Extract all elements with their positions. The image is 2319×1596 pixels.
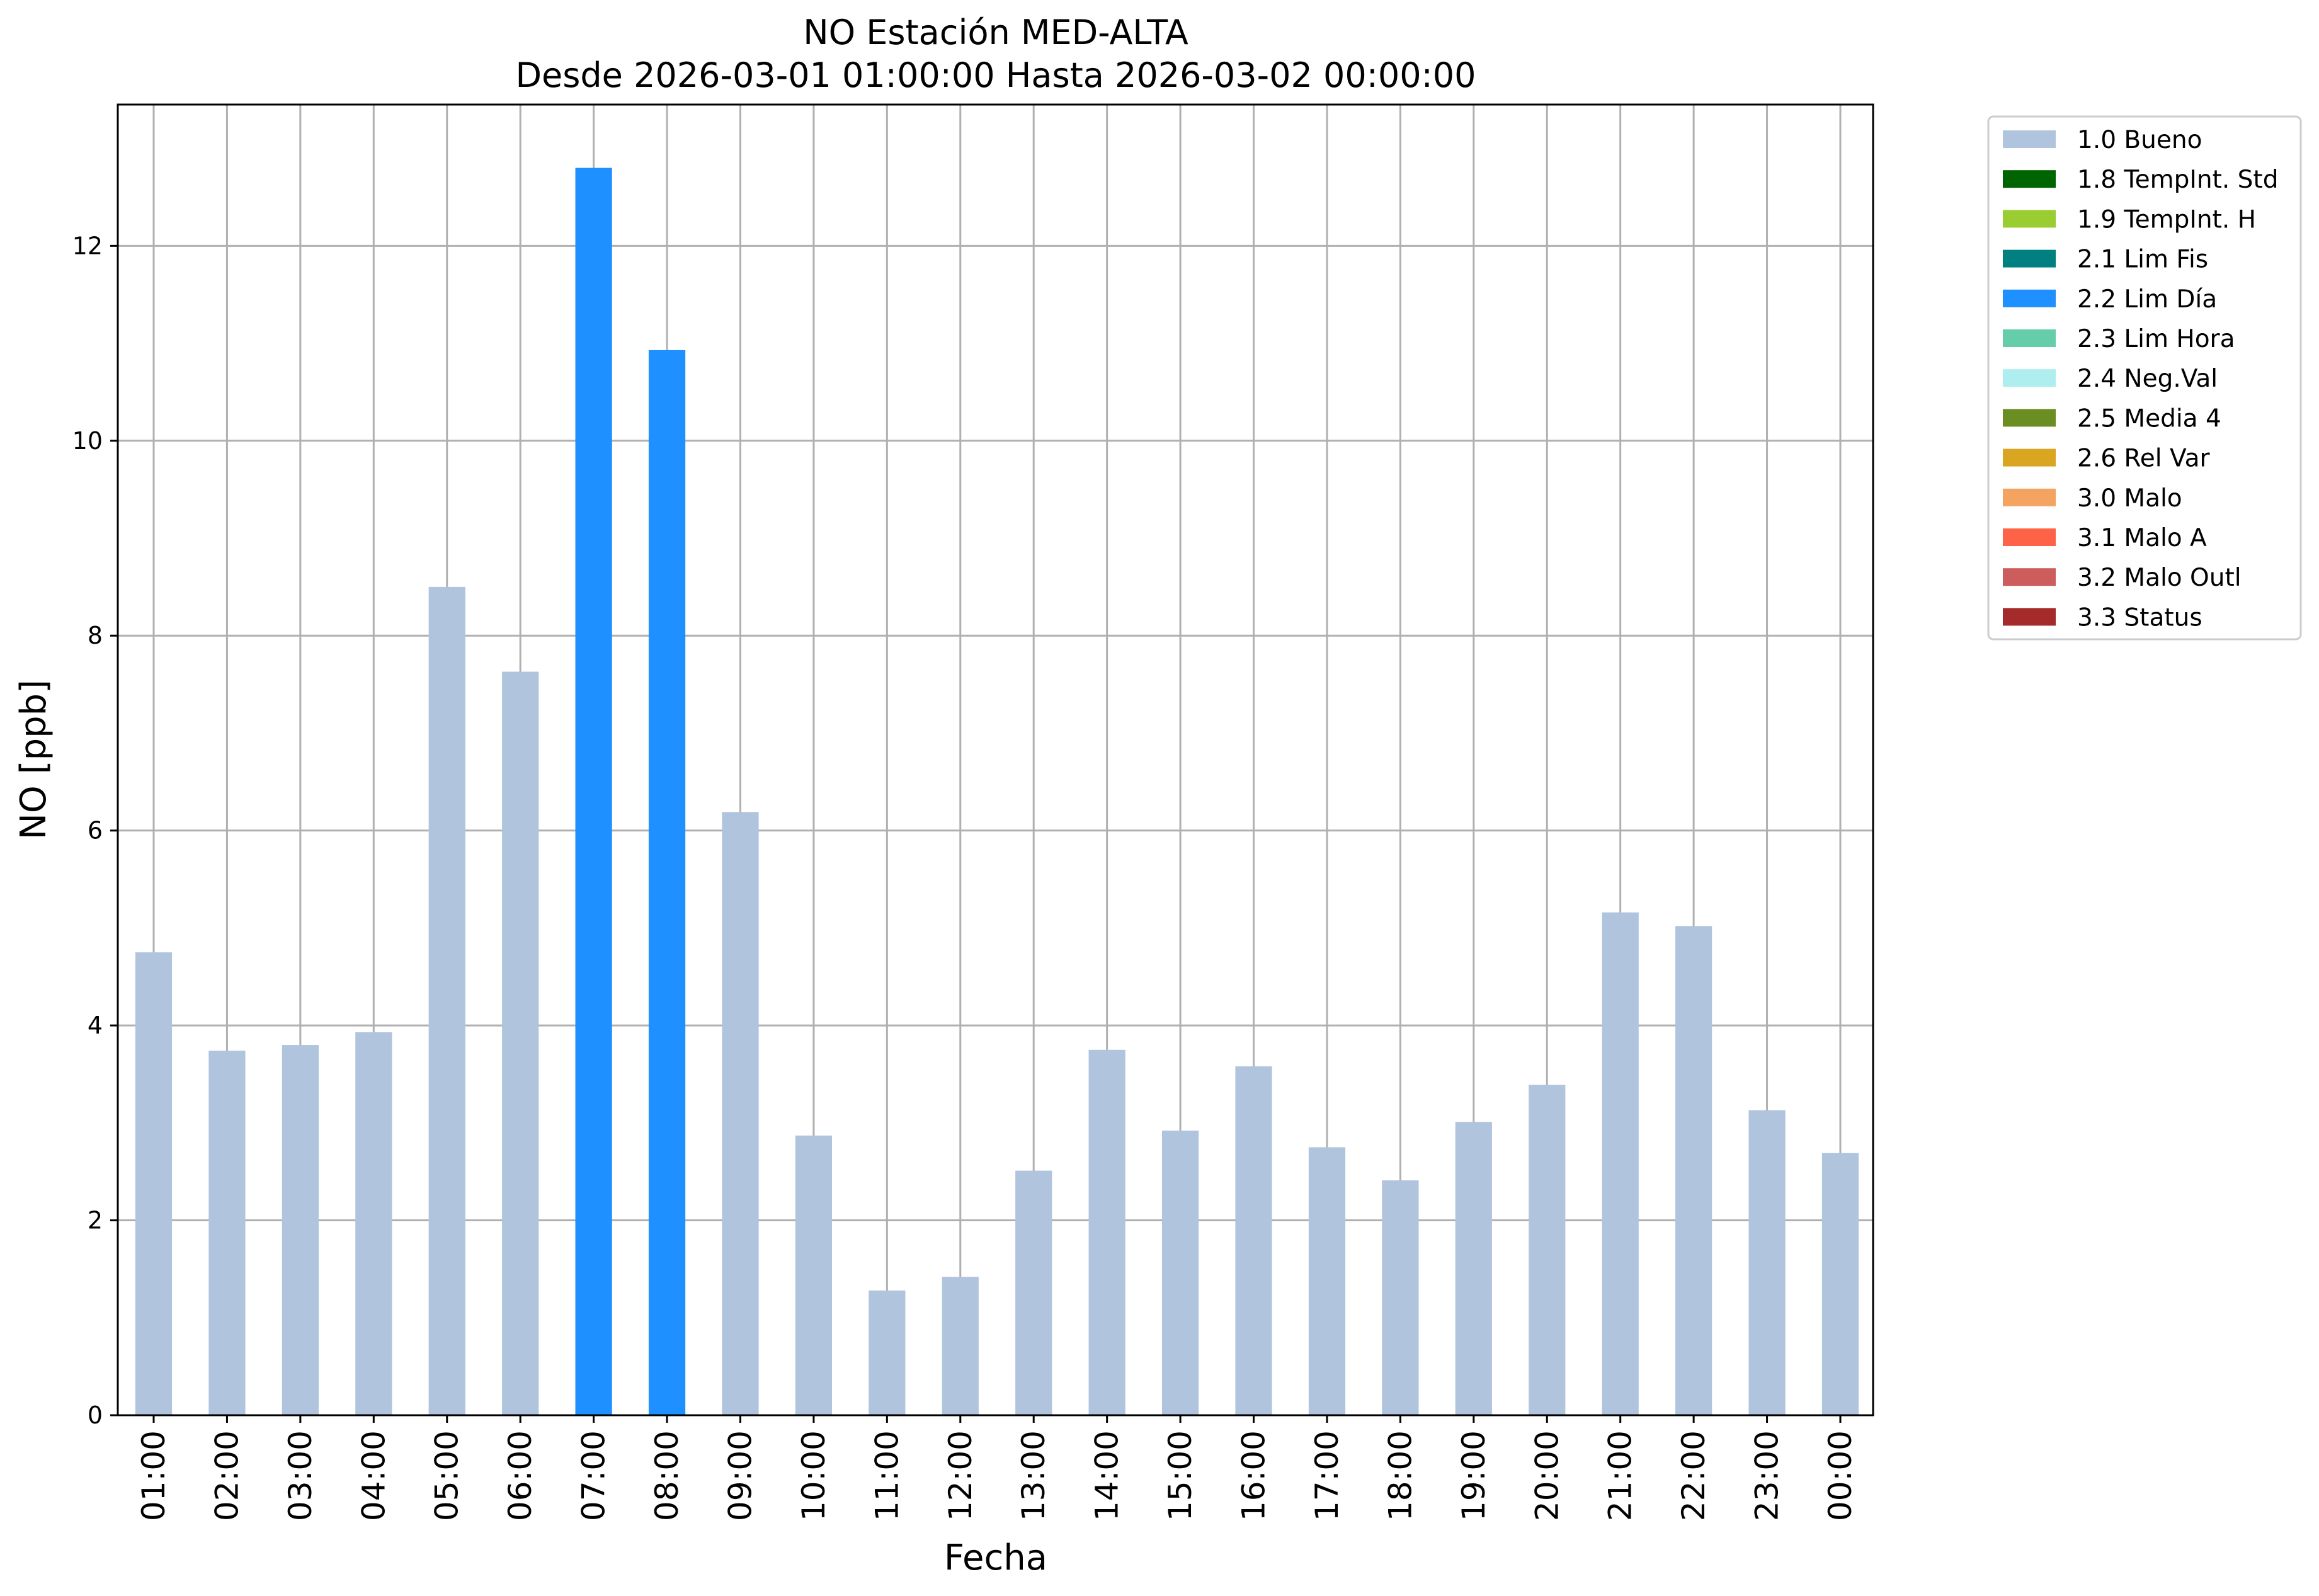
legend-swatch bbox=[2003, 130, 2056, 148]
y-tick-label: 10 bbox=[72, 427, 103, 455]
bar-1400 bbox=[1088, 1049, 1125, 1415]
x-axis: 01:00 02:00 03:00 04:00 05:00 06:00 07:00 08:00… bbox=[135, 1415, 1859, 1521]
bar-0500 bbox=[428, 586, 465, 1415]
x-tick-label: 21:00 bbox=[1602, 1430, 1639, 1521]
legend-swatch bbox=[2003, 608, 2056, 626]
bar-2000 bbox=[1529, 1085, 1566, 1415]
bar-1600 bbox=[1235, 1066, 1272, 1415]
legend-label: 2.3 Lim Hora bbox=[2077, 325, 2235, 353]
x-tick-label: 23:00 bbox=[1749, 1430, 1786, 1521]
chart-subtitle: Desde 2026-03-01 01:00:00 Hasta 2026-03-… bbox=[515, 55, 1476, 95]
legend-label: 3.1 Malo A bbox=[2077, 524, 2207, 552]
x-tick-label: 20:00 bbox=[1529, 1430, 1565, 1521]
legend-swatch bbox=[2003, 249, 2056, 268]
x-tick-label: 02:00 bbox=[208, 1430, 245, 1521]
x-tick-label: 05:00 bbox=[429, 1430, 465, 1521]
legend-label: 1.8 TempInt. Std bbox=[2077, 166, 2278, 194]
legend-swatch bbox=[2003, 488, 2056, 506]
legend-label: 2.2 Lim Día bbox=[2077, 285, 2217, 314]
legend-swatch bbox=[2003, 568, 2056, 586]
legend-label: 3.2 Malo Outl bbox=[2077, 564, 2242, 592]
bar-2300 bbox=[1748, 1110, 1786, 1415]
bar-0100 bbox=[135, 952, 173, 1415]
y-tick-label: 12 bbox=[72, 232, 103, 259]
bar-2200 bbox=[1675, 926, 1712, 1415]
legend: 1.0 Bueno 1.8 TempInt. Std 1.9 TempInt. H 2… bbox=[1987, 115, 2302, 641]
x-tick-label: 22:00 bbox=[1675, 1430, 1712, 1521]
x-tick-label: 18:00 bbox=[1382, 1430, 1418, 1521]
x-tick-label: 10:00 bbox=[795, 1430, 832, 1521]
x-tick-label: 09:00 bbox=[722, 1430, 758, 1521]
bars bbox=[135, 168, 1859, 1415]
legend-swatch bbox=[2003, 210, 2056, 228]
bar-1100 bbox=[869, 1290, 906, 1415]
legend-label: 2.4 Neg.Val bbox=[2077, 365, 2218, 393]
x-tick-label: 07:00 bbox=[576, 1430, 612, 1521]
legend-label: 2.5 Media 4 bbox=[2077, 404, 2221, 433]
legend-swatch bbox=[2003, 289, 2056, 307]
legend-label: 2.6 Rel Var bbox=[2077, 445, 2211, 473]
bar-0300 bbox=[282, 1045, 319, 1415]
x-tick-label: 08:00 bbox=[649, 1430, 685, 1521]
bar-0600 bbox=[502, 671, 539, 1415]
x-tick-label: 16:00 bbox=[1236, 1430, 1272, 1521]
x-tick-label: 12:00 bbox=[942, 1430, 979, 1521]
y-tick-label: 8 bbox=[88, 622, 103, 649]
bar-2100 bbox=[1602, 912, 1639, 1415]
y-tick-label: 0 bbox=[88, 1401, 103, 1429]
bar-1900 bbox=[1455, 1122, 1492, 1415]
legend-swatch bbox=[2003, 528, 2056, 546]
bar-0700 bbox=[575, 168, 612, 1415]
bar-0000 bbox=[1821, 1153, 1859, 1415]
chart-title: NO Estación MED-ALTA bbox=[803, 13, 1188, 52]
bar-0900 bbox=[722, 812, 759, 1415]
legend-label: 1.0 Bueno bbox=[2077, 126, 2202, 154]
bar-1300 bbox=[1015, 1170, 1052, 1415]
y-axis: 0 2 4 6 8 10 12 bbox=[72, 232, 118, 1429]
bar-0800 bbox=[648, 350, 686, 1415]
x-tick-label: 00:00 bbox=[1822, 1430, 1859, 1521]
bar-1500 bbox=[1161, 1131, 1199, 1415]
legend-label: 3.0 Malo bbox=[2077, 484, 2182, 513]
legend-label: 1.9 TempInt. H bbox=[2077, 205, 2256, 234]
y-tick-label: 4 bbox=[88, 1012, 103, 1039]
x-tick-label: 13:00 bbox=[1015, 1430, 1052, 1521]
legend-swatch bbox=[2003, 409, 2056, 427]
x-tick-label: 11:00 bbox=[869, 1430, 905, 1521]
bar-0200 bbox=[208, 1051, 246, 1415]
legend-swatch bbox=[2003, 170, 2056, 188]
legend-label: 3.3 Status bbox=[2077, 603, 2202, 632]
y-axis-label: NO [ppb] bbox=[13, 680, 54, 840]
x-tick-label: 01:00 bbox=[135, 1430, 172, 1521]
x-tick-label: 06:00 bbox=[502, 1430, 538, 1521]
y-tick-label: 2 bbox=[88, 1207, 103, 1234]
legend-swatch bbox=[2003, 448, 2056, 467]
x-tick-label: 17:00 bbox=[1309, 1430, 1345, 1521]
x-tick-label: 03:00 bbox=[282, 1430, 319, 1521]
bar-1800 bbox=[1382, 1180, 1419, 1415]
x-tick-label: 14:00 bbox=[1089, 1430, 1125, 1521]
bar-1000 bbox=[795, 1135, 833, 1415]
plot-frame bbox=[117, 103, 1874, 1416]
bar-1700 bbox=[1308, 1147, 1346, 1415]
legend-swatch bbox=[2003, 369, 2056, 387]
legend-label: 2.1 Lim Fis bbox=[2077, 246, 2208, 274]
x-tick-label: 15:00 bbox=[1162, 1430, 1199, 1521]
x-tick-label: 04:00 bbox=[355, 1430, 392, 1521]
bar-0400 bbox=[355, 1032, 392, 1415]
y-tick-label: 6 bbox=[88, 817, 103, 845]
x-axis-label: Fecha bbox=[944, 1537, 1047, 1578]
bar-1200 bbox=[942, 1277, 979, 1415]
legend-box bbox=[1987, 115, 2302, 641]
x-tick-label: 19:00 bbox=[1456, 1430, 1492, 1521]
legend-swatch bbox=[2003, 329, 2056, 347]
